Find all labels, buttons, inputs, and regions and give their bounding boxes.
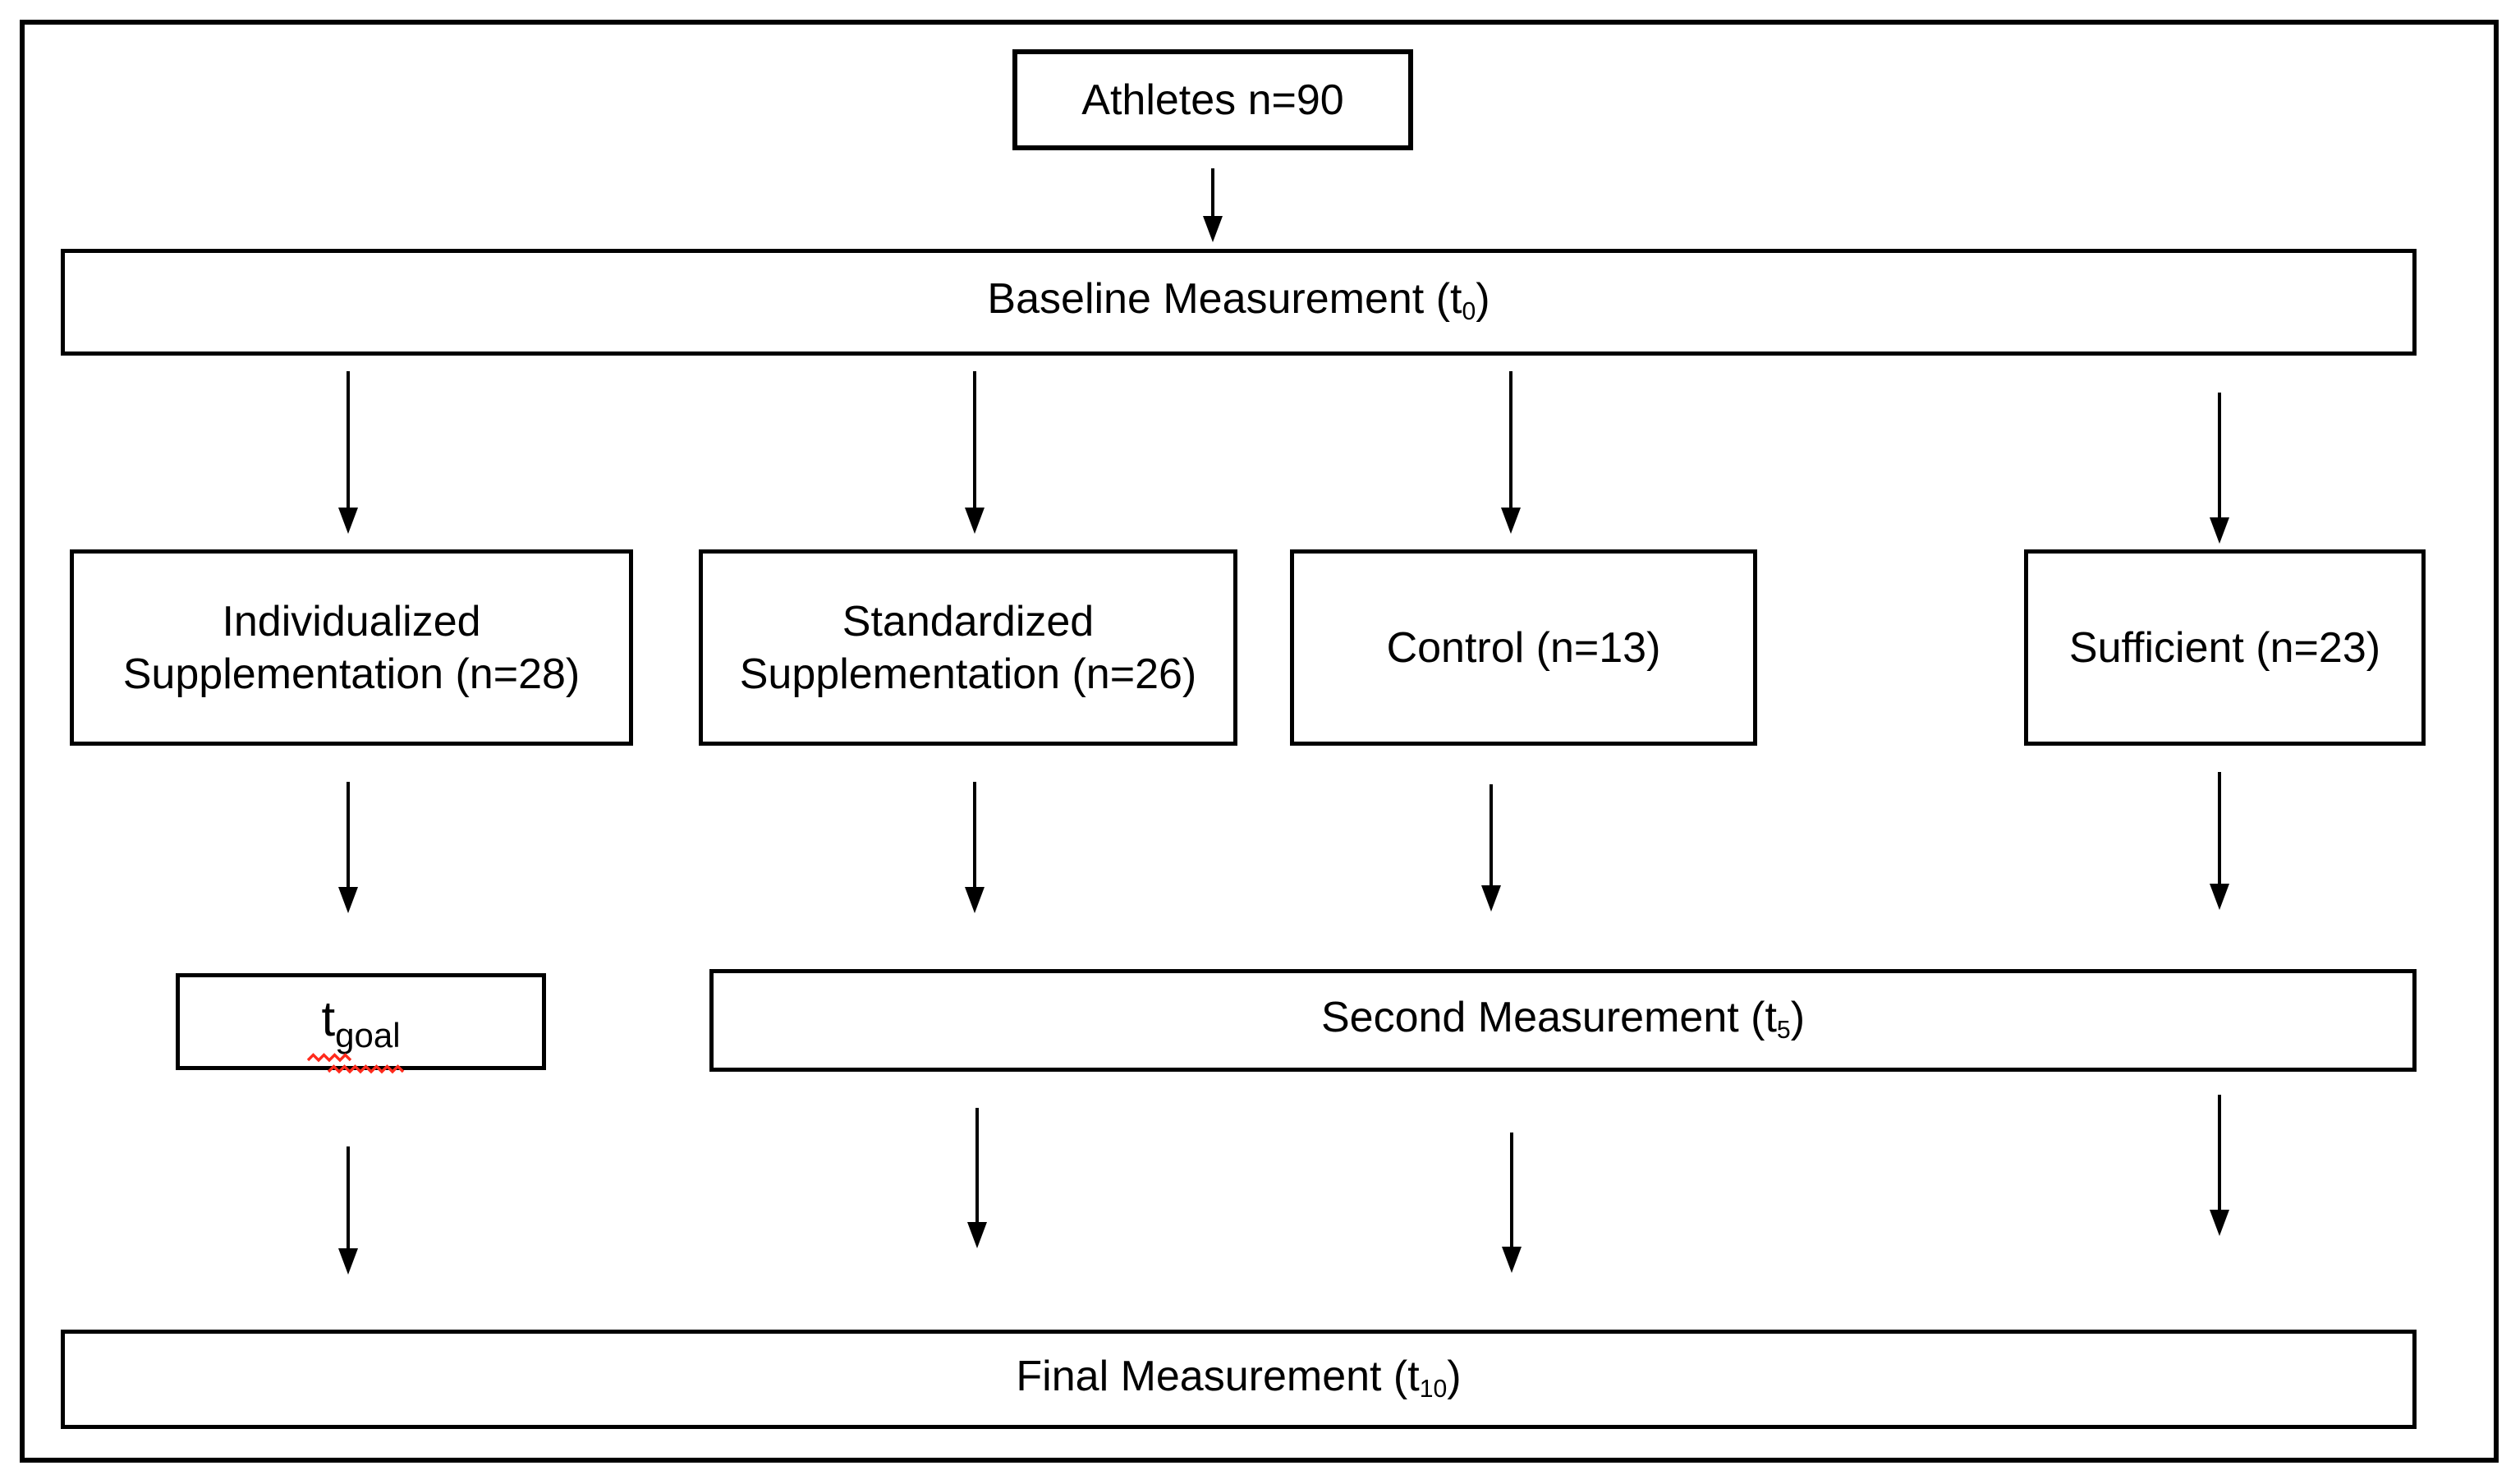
subscript: 10 <box>1419 1375 1448 1403</box>
final-measurement-box: Final Measurement (t10) <box>61 1330 2417 1429</box>
athletes-box: Athletes n=90 <box>1012 49 1413 150</box>
control-label: Control (n=13) <box>1386 623 1661 672</box>
standardized-supplementation-box: Standardized Supplementation (n=26) <box>699 549 1237 746</box>
second-label: Second Measurement (t5) <box>1320 993 1806 1044</box>
tgoal-box: tgoal <box>176 973 546 1074</box>
subscript: 5 <box>1776 1016 1791 1044</box>
sufficient-box: Sufficient (n=23) <box>2024 549 2426 746</box>
individualized-supplementation-box: Individualized Supplementation (n=28) <box>70 549 633 746</box>
subscript: 0 <box>1462 298 1476 326</box>
control-box: Control (n=13) <box>1290 549 1757 746</box>
diagram-border <box>20 20 2499 1463</box>
standardized-label-line2: Supplementation (n=26) <box>739 650 1197 698</box>
sufficient-label: Sufficient (n=23) <box>2068 623 2381 672</box>
spellcheck-squiggle-icon <box>327 1064 405 1074</box>
standardized-label-line1: Standardized <box>842 597 1095 646</box>
spellcheck-squiggle-icon <box>306 1053 352 1063</box>
second-measurement-box: Second Measurement (t5) <box>709 969 2417 1072</box>
athletes-label: Athletes n=90 <box>1081 76 1344 124</box>
individualized-label-line2: Supplementation (n=28) <box>122 650 581 698</box>
tgoal-label: tgoal <box>321 991 401 1055</box>
baseline-label: Baseline Measurement (t0) <box>987 275 1490 326</box>
baseline-measurement-box: Baseline Measurement (t0) <box>61 249 2417 356</box>
subscript: goal <box>335 1016 401 1054</box>
individualized-label-line1: Individualized <box>222 597 481 646</box>
final-label: Final Measurement (t10) <box>1016 1352 1462 1403</box>
